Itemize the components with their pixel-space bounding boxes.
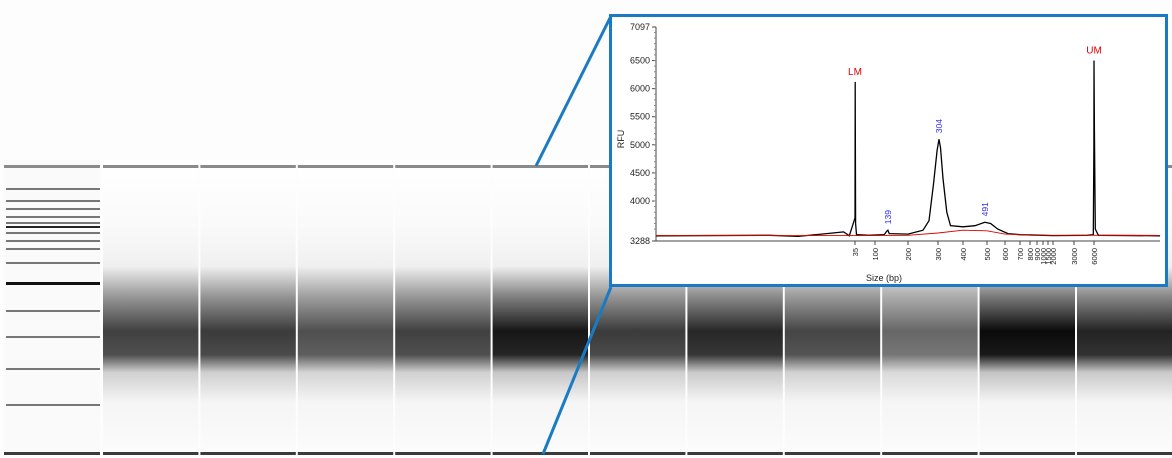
gel-lane-2 bbox=[200, 160, 296, 455]
ladder-band bbox=[6, 404, 100, 406]
ladder-band bbox=[6, 336, 100, 338]
lower-marker-band bbox=[784, 452, 881, 455]
electropherogram-panel: 7097 6500 6000 5500 5000 4500 4000 3288 RFU 35 100… bbox=[609, 14, 1168, 287]
y-tick-label: 6500 bbox=[630, 56, 650, 66]
ladder-band bbox=[6, 226, 100, 228]
ladder-lane bbox=[4, 160, 100, 455]
upper-marker-band bbox=[492, 165, 588, 168]
x-tick-label: 400 bbox=[959, 248, 968, 261]
chart-plot bbox=[655, 60, 1161, 238]
gel-lane-3 bbox=[297, 160, 394, 455]
peak-label-304: 304 bbox=[934, 119, 944, 133]
lower-marker-band bbox=[103, 452, 199, 455]
ladder-band bbox=[6, 216, 100, 218]
gel-lane-4 bbox=[395, 160, 491, 455]
ladder-band bbox=[6, 240, 100, 242]
ladder-band bbox=[6, 262, 100, 264]
y-tick-label: 4000 bbox=[630, 196, 650, 206]
ladder-band bbox=[6, 208, 100, 210]
ladder-lower-marker bbox=[4, 452, 100, 455]
lower-marker-band bbox=[687, 452, 783, 455]
ladder-band bbox=[6, 368, 100, 370]
x-tick-label: 800 bbox=[1026, 248, 1035, 261]
y-tick-label: 4500 bbox=[630, 168, 650, 178]
upper-marker-band bbox=[200, 165, 296, 168]
x-tick-label: 600 bbox=[1001, 248, 1010, 261]
lower-marker-band bbox=[492, 452, 588, 455]
x-axis-label: Size (bp) bbox=[866, 273, 902, 283]
x-tick-label: 1000 bbox=[1039, 248, 1048, 265]
x-tick-label: 100 bbox=[871, 248, 880, 261]
trace-sample bbox=[655, 60, 1161, 238]
electropherogram-chart: 7097 6500 6000 5500 5000 4500 4000 3288 RFU 35 100… bbox=[616, 22, 1161, 283]
chart-axes: 7097 6500 6000 5500 5000 4500 4000 3288 RFU 35 100… bbox=[616, 22, 1160, 283]
ladder-band bbox=[6, 248, 100, 250]
peak-label-lm: LM bbox=[848, 67, 862, 78]
lower-marker-band bbox=[590, 452, 686, 455]
lower-marker-band bbox=[1077, 452, 1172, 455]
lower-marker-band bbox=[395, 452, 491, 455]
upper-marker-band bbox=[395, 165, 491, 168]
ladder-background bbox=[4, 160, 100, 455]
gel-lane-5 bbox=[492, 160, 588, 455]
y-tick-label: 5000 bbox=[630, 140, 650, 150]
y-tick-label: 5500 bbox=[630, 112, 650, 122]
ladder-band bbox=[6, 188, 100, 190]
x-tick-label: 300 bbox=[934, 248, 943, 261]
ladder-band bbox=[6, 310, 100, 312]
trace-baseline bbox=[656, 229, 1161, 237]
x-tick-label: 1500 bbox=[1044, 248, 1053, 265]
lower-marker-band bbox=[882, 452, 978, 455]
peak-label-um: UM bbox=[1086, 46, 1102, 57]
ladder-band bbox=[6, 282, 100, 285]
y-tick-label: 3288 bbox=[630, 236, 650, 246]
x-tick-label: 200 bbox=[904, 248, 913, 261]
x-tick-label: 6000 bbox=[1090, 248, 1099, 265]
upper-marker-band bbox=[297, 165, 394, 168]
x-tick-label: 700 bbox=[1016, 248, 1025, 261]
y-axis-label: RFU bbox=[616, 130, 626, 149]
x-tick-label: 500 bbox=[983, 248, 992, 261]
lower-marker-band bbox=[200, 452, 296, 455]
gel-lane-1 bbox=[103, 160, 199, 455]
lower-marker-band bbox=[297, 452, 394, 455]
ladder-upper-marker bbox=[4, 165, 100, 168]
y-tick-label: 7097 bbox=[630, 22, 650, 32]
lower-marker-band bbox=[979, 452, 1075, 455]
peak-label-139: 139 bbox=[883, 210, 893, 224]
x-tick-label: 35 bbox=[851, 248, 860, 256]
y-tick-label: 6000 bbox=[630, 84, 650, 94]
x-tick-label: 900 bbox=[1033, 248, 1042, 261]
ladder-band bbox=[6, 200, 100, 202]
upper-marker-band bbox=[103, 165, 199, 168]
ladder-band bbox=[6, 222, 100, 224]
ladder-band bbox=[6, 232, 100, 234]
chart-labels: LM 139 304 491 UM bbox=[848, 46, 1102, 225]
x-tick-label: 3000 bbox=[1070, 248, 1079, 265]
x-tick-label: 2000 bbox=[1049, 248, 1058, 265]
peak-label-491: 491 bbox=[980, 202, 990, 216]
